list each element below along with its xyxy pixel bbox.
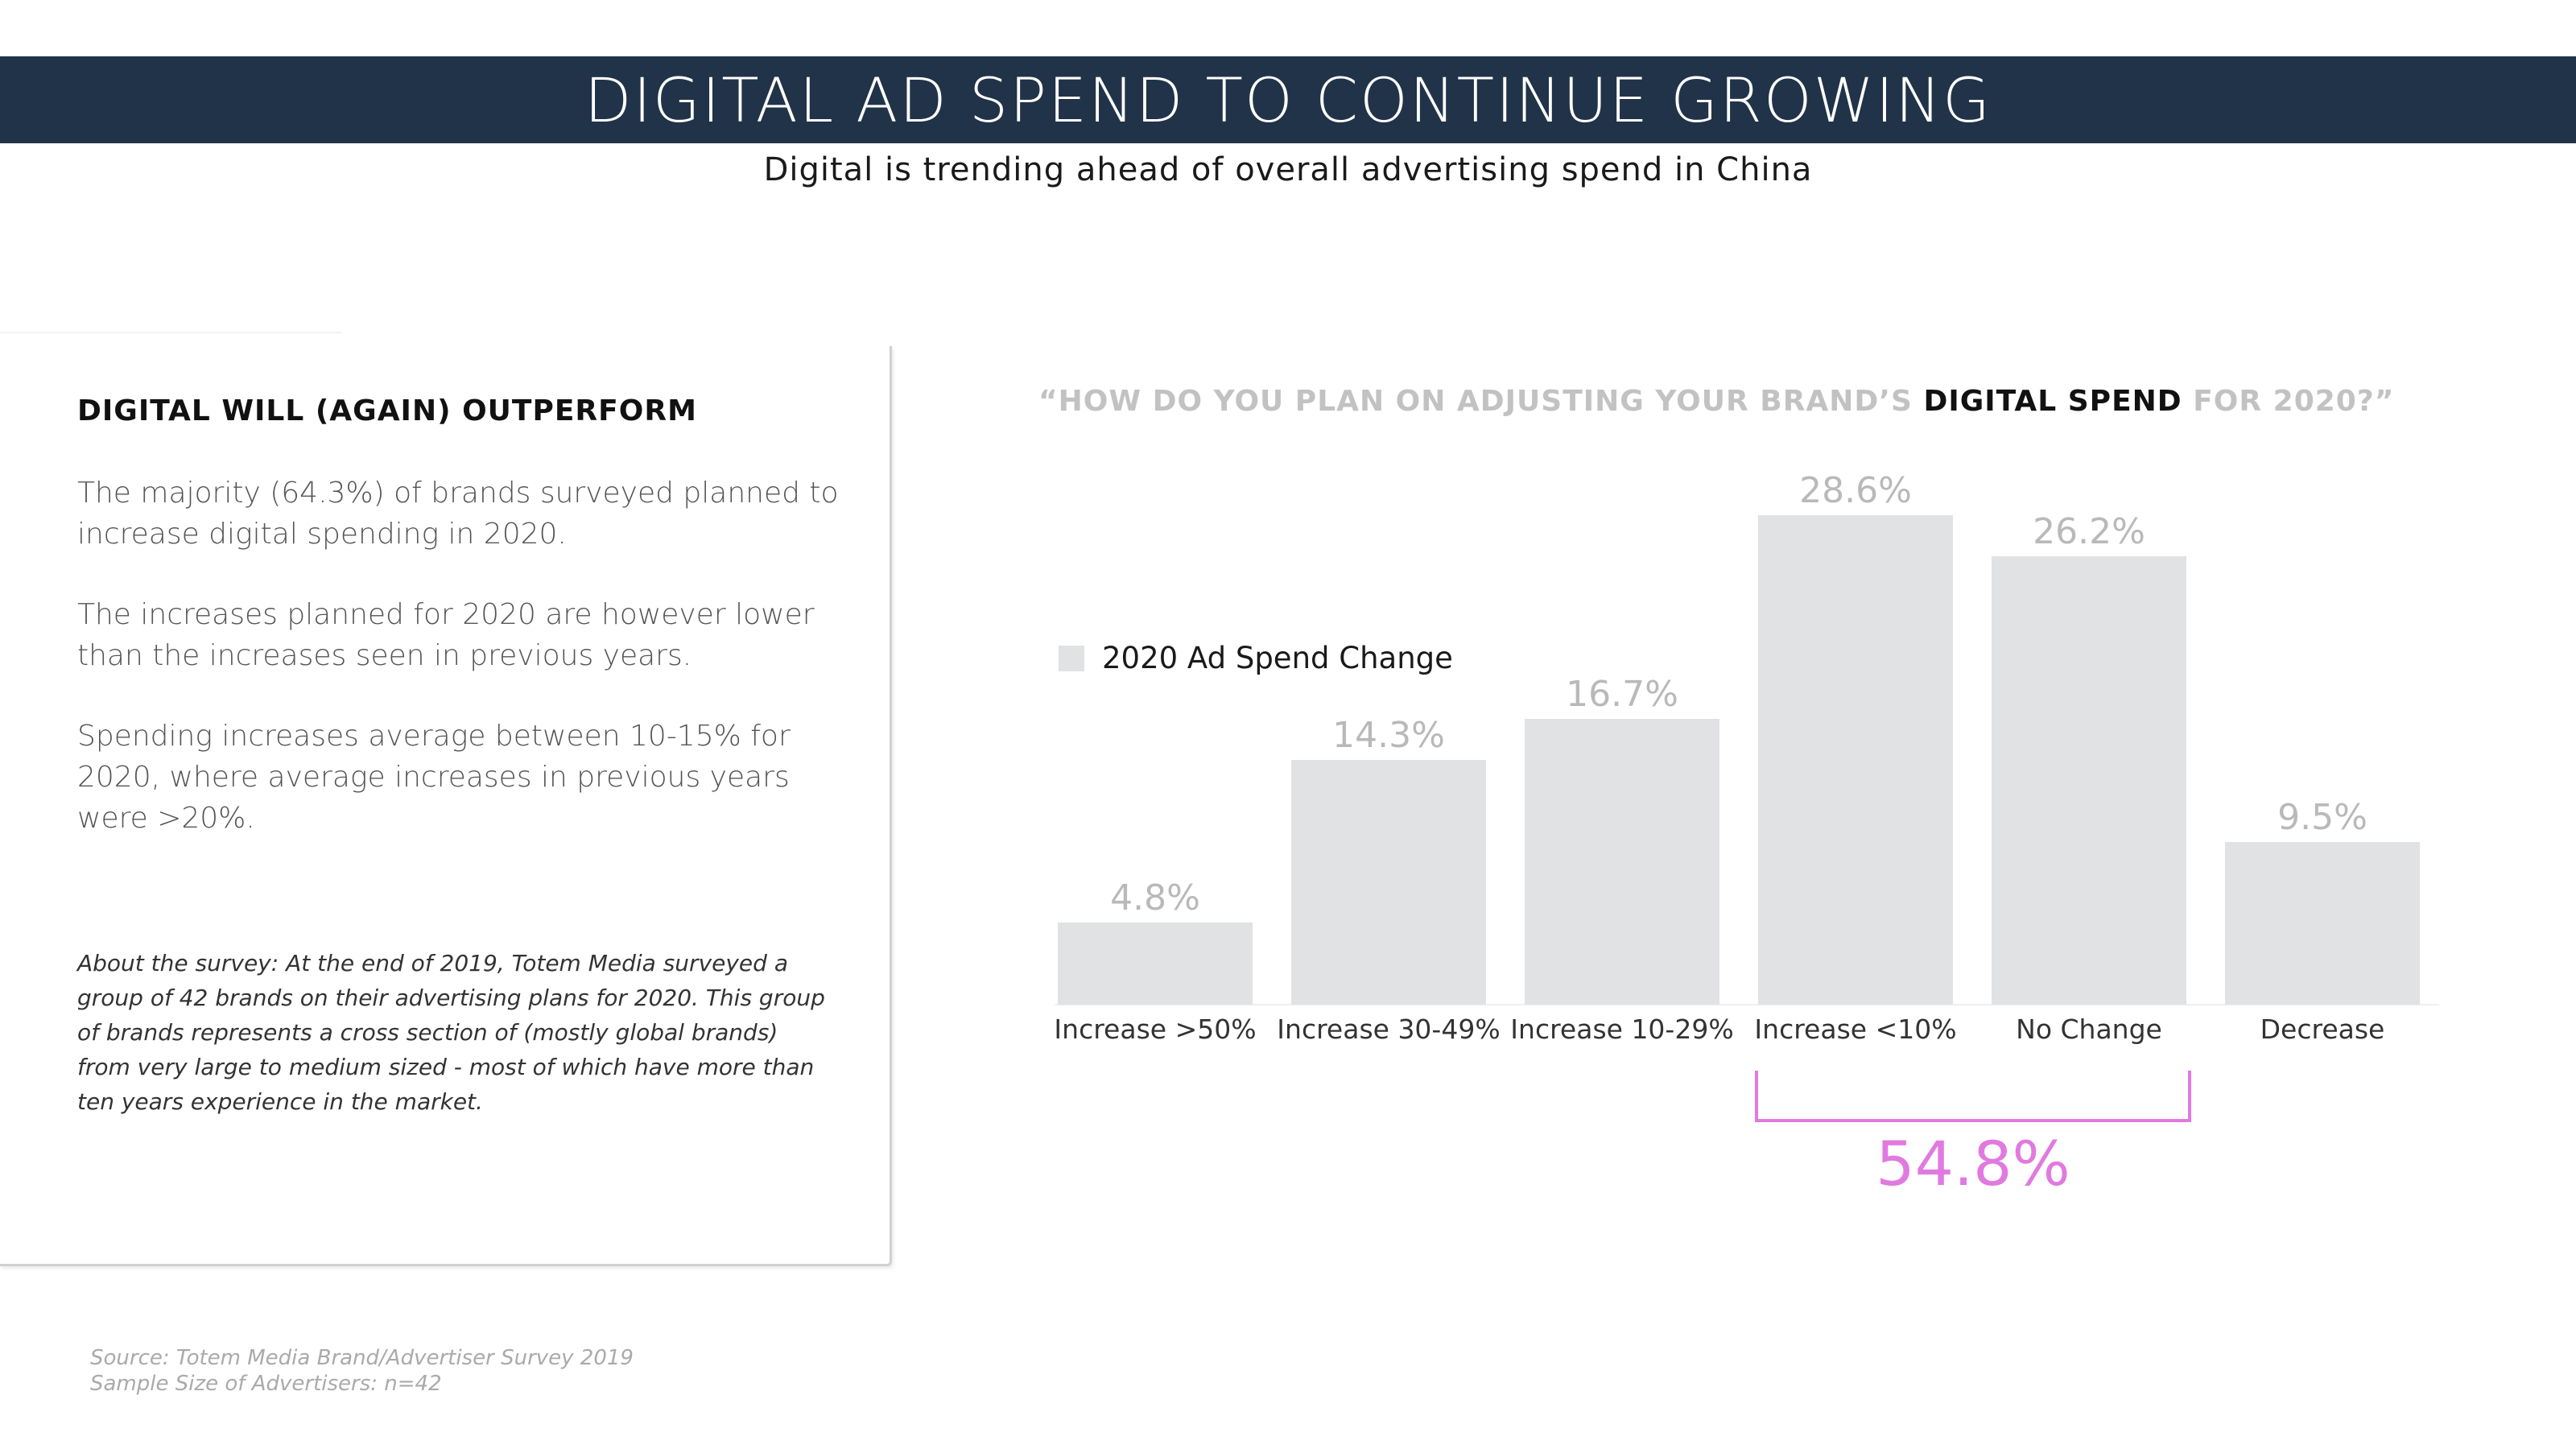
commentary-panel: DIGITAL WILL (AGAIN) OUTPERFORM The majo… (0, 346, 892, 1266)
bar (1525, 718, 1719, 1005)
category-label: No Change (2016, 1013, 2162, 1045)
bar-value-label: 28.6% (1799, 470, 1912, 511)
bar-value-label: 14.3% (1332, 715, 1445, 756)
chart-title-prefix: “HOW DO YOU PLAN ON ADJUSTING YOUR BRAND… (1038, 385, 1924, 418)
bar (1758, 515, 1953, 1005)
title-bar: DIGITAL AD SPEND TO CONTINUE GROWING (0, 56, 2576, 143)
bracket (1755, 1071, 2191, 1122)
bracket-total-label: 54.8% (1876, 1128, 2070, 1199)
chart-title-highlight: DIGITAL SPEND (1923, 385, 2182, 418)
chart-legend: 2020 Ad Spend Change (1059, 641, 1453, 675)
chart-title-suffix: FOR 2020?” (2182, 385, 2395, 418)
bar-value-label: 26.2% (2033, 511, 2145, 552)
page-subtitle: Digital is trending ahead of overall adv… (763, 151, 1813, 188)
bar (1992, 556, 2186, 1005)
category-label: Increase >50% (1054, 1013, 1256, 1045)
about-survey: About the survey: At the end of 2019, To… (77, 946, 826, 1119)
chart-title: “HOW DO YOU PLAN ON ADJUSTING YOUR BRAND… (1038, 385, 2394, 418)
paragraph-increases: The increases planned for 2020 are howev… (77, 598, 815, 672)
legend-swatch (1059, 645, 1084, 671)
page-title: DIGITAL AD SPEND TO CONTINUE GROWING (584, 64, 1992, 136)
category-label: Increase <10% (1754, 1013, 1956, 1045)
bar (1291, 760, 1486, 1005)
panel-heading: DIGITAL WILL (AGAIN) OUTPERFORM (77, 394, 697, 427)
sample-size-note: Sample Size of Advertisers: n=42 (90, 1372, 442, 1396)
source-note: Source: Totem Media Brand/Advertiser Sur… (90, 1346, 634, 1370)
about-survey-text: At the end of 2019, Totem Media surveyed… (77, 950, 825, 1115)
bar (2225, 842, 2420, 1005)
category-label: Increase 10-29% (1510, 1013, 1733, 1045)
paragraph-majority: The majority (64.3%) of brands surveyed … (77, 477, 839, 551)
paragraph-average: Spending increases average between 10-15… (77, 720, 791, 835)
about-survey-label: About the survey: (77, 950, 279, 976)
bar-value-label: 16.7% (1566, 674, 1678, 715)
category-label: Decrease (2260, 1013, 2385, 1045)
bar (1058, 922, 1253, 1005)
bar-value-label: 9.5% (2277, 797, 2368, 838)
bar-value-label: 4.8% (1110, 877, 1200, 919)
legend-label: 2020 Ad Spend Change (1102, 641, 1453, 675)
divider (0, 332, 342, 333)
category-label: Increase 30-49% (1277, 1013, 1500, 1045)
